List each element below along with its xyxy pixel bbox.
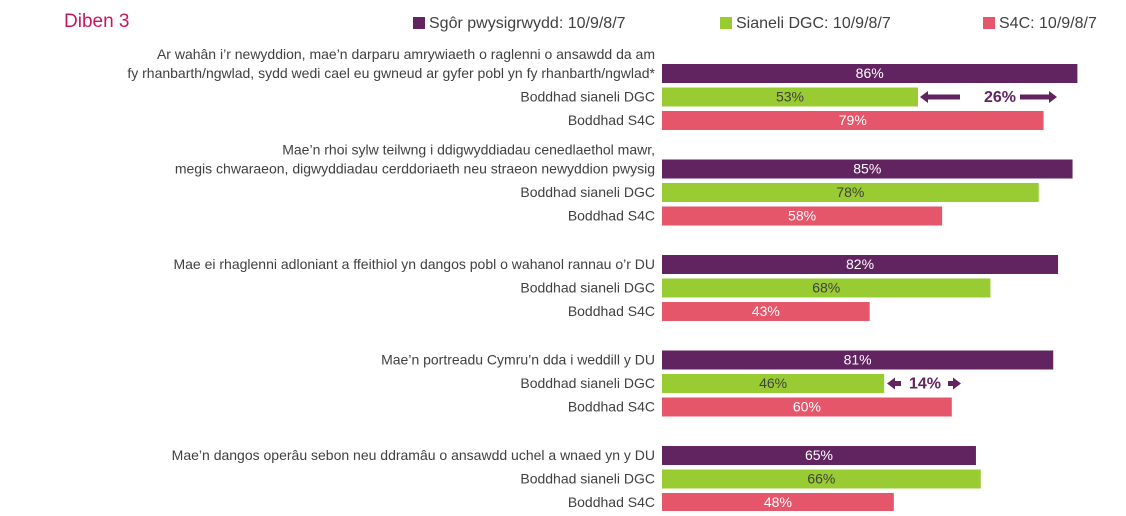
legend-swatch <box>413 17 425 29</box>
value-label: 85% <box>853 161 881 177</box>
value-label: 66% <box>807 471 835 487</box>
value-label: 48% <box>764 494 792 510</box>
value-label: 43% <box>752 303 780 319</box>
row-label: Boddhad sianeli DGC <box>520 89 655 105</box>
bar <box>662 206 943 226</box>
annotation-label: 14% <box>909 376 941 393</box>
value-label: 46% <box>759 375 787 391</box>
category-label: fy rhanbarth/ngwlad, sydd wedi cael eu g… <box>127 65 655 81</box>
value-label: 82% <box>846 256 874 272</box>
bar <box>662 302 870 321</box>
bar <box>662 278 991 298</box>
row-label: Boddhad sianeli DGC <box>520 280 655 296</box>
row-label: Boddhad S4C <box>568 399 655 415</box>
annotation-arrow <box>887 377 901 390</box>
value-label: 53% <box>776 89 804 105</box>
category-label: Ar wahân i’r newyddion, mae’n darparu am… <box>157 46 655 62</box>
category-label: Mae’n dangos operâu sebon neu ddramâu o … <box>172 447 655 463</box>
annotation-arrow <box>1020 91 1057 103</box>
bar <box>662 397 952 417</box>
bar <box>662 183 1039 202</box>
row-label: Boddhad sianeli DGC <box>520 471 655 487</box>
category-label: Mae’n rhoi sylw teilwng i ddigwyddiadau … <box>282 142 655 158</box>
bar <box>662 87 918 107</box>
legend-swatch <box>983 17 995 29</box>
row-label: Boddhad S4C <box>568 303 655 319</box>
value-label: 58% <box>788 208 816 224</box>
annotation-arrow <box>948 377 961 390</box>
bar <box>662 374 885 393</box>
legend-label: Sgôr pwysigrwydd: 10/9/8/7 <box>429 15 626 32</box>
value-label: 60% <box>793 399 821 415</box>
bar <box>662 111 1044 130</box>
annotation-arrow <box>920 91 960 103</box>
value-label: 79% <box>839 112 867 128</box>
row-label: Boddhad S4C <box>568 208 655 224</box>
chart-title: Diben 3 <box>64 11 130 32</box>
category-label: Mae’n portreadu Cymru’n dda i weddill y … <box>381 352 655 368</box>
value-label: 81% <box>844 352 872 368</box>
row-label: Boddhad sianeli DGC <box>520 184 655 200</box>
annotation-label: 26% <box>984 89 1016 106</box>
row-label: Boddhad S4C <box>568 112 655 128</box>
category-label: Mae ei rhaglenni adloniant a ffeithiol y… <box>173 256 655 272</box>
value-label: 65% <box>805 447 833 463</box>
row-label: Boddhad S4C <box>568 494 655 510</box>
value-label: 68% <box>812 280 840 296</box>
bar <box>662 159 1073 179</box>
bar <box>662 469 981 489</box>
row-label: Boddhad sianeli DGC <box>520 375 655 391</box>
bar <box>662 446 976 465</box>
category-label: megis chwaraeon, digwyddiadau cerddoriae… <box>175 161 655 177</box>
bar <box>662 350 1054 370</box>
value-label: 86% <box>856 65 884 81</box>
bar <box>662 493 894 512</box>
legend-label: S4C: 10/9/8/7 <box>999 15 1097 32</box>
bar <box>662 64 1078 83</box>
legend-label: Sianeli DGC: 10/9/8/7 <box>736 15 891 32</box>
value-label: 78% <box>836 184 864 200</box>
bar <box>662 255 1059 274</box>
legend-swatch <box>720 17 732 29</box>
